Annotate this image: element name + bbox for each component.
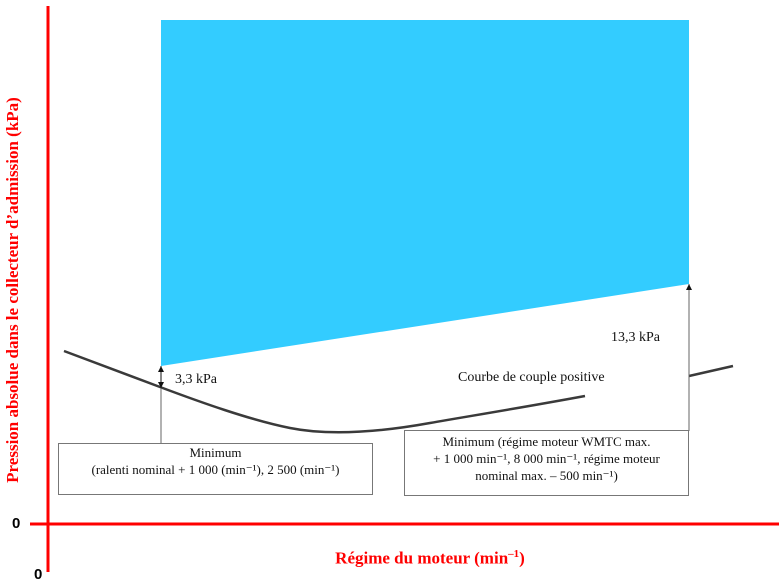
maximum-speed-line-1: Minimum (régime moteur WMTC max.	[442, 434, 651, 449]
minimum-speed-box: Minimum (ralenti nominal + 1 000 (min⁻¹)…	[58, 443, 373, 495]
y-axis-label: Pression absolue dans le collecteur d’ad…	[3, 97, 22, 483]
low-pressure-label: 3,3 kPa	[175, 372, 217, 387]
operating-region	[161, 20, 689, 366]
arrow-low-head-up	[158, 366, 164, 372]
x-axis-label-text: Régime du moteur (min	[335, 548, 509, 568]
maximum-speed-box: Minimum (régime moteur WMTC max. + 1 000…	[404, 430, 689, 496]
minimum-speed-line-2: (ralenti nominal + 1 000 (min⁻¹), 2 500 …	[91, 462, 340, 477]
torque-curve-label: Courbe de couple positive	[458, 370, 605, 385]
torque-curve	[63, 349, 586, 434]
arrow-low-head-down	[158, 382, 164, 388]
maximum-speed-line-2: + 1 000 min⁻¹, 8 000 min⁻¹, régime moteu…	[433, 451, 660, 466]
arrow-high-head	[686, 284, 692, 290]
x-axis-label: Régime du moteur (min–1)	[335, 548, 525, 569]
x-axis-label-close: )	[519, 548, 525, 568]
minimum-speed-line-1: Minimum	[189, 445, 242, 460]
x-axis-label-exponent: –1	[508, 548, 520, 560]
maximum-speed-line-3: nominal max. – 500 min⁻¹)	[475, 468, 618, 483]
torque-curve-end	[688, 364, 734, 378]
y-origin-label: 0	[12, 515, 21, 532]
x-origin-label: 0	[34, 566, 43, 583]
high-pressure-label: 13,3 kPa	[611, 330, 660, 345]
